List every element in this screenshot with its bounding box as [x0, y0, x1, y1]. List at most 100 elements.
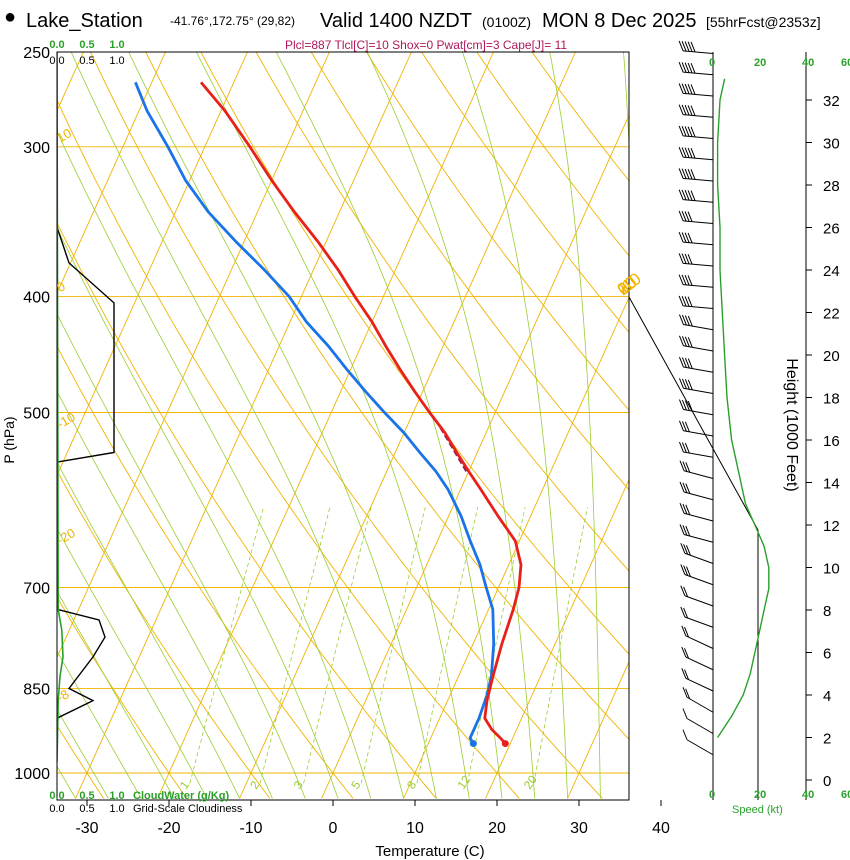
- forecast-date: MON 8 Dec 2025: [542, 10, 697, 32]
- isotherm-line: [57, 52, 330, 659]
- wind-barb-staff: [683, 241, 714, 246]
- isotherm-line: [239, 52, 576, 799]
- x-tick-label: 0: [329, 820, 338, 837]
- wind-barb-flag: [680, 543, 686, 554]
- wind-barb-flag: [681, 357, 687, 368]
- x-tick-label: -20: [157, 820, 180, 837]
- wind-barb-flag: [685, 688, 691, 699]
- moist-adiabat-line: [57, 313, 306, 799]
- wind-barb-flag: [678, 40, 684, 52]
- cloudiness-tick-top: 0.5: [79, 55, 94, 67]
- wind-barb: [678, 295, 714, 309]
- moist-adiabat-line: [57, 527, 208, 799]
- height-tick-label: 14: [823, 476, 840, 493]
- wind-barb-flag: [678, 274, 684, 285]
- wind-barb-flag: [678, 253, 684, 264]
- isotherm-line: [485, 478, 629, 799]
- speed-tick-top: 0: [709, 57, 715, 69]
- pressure-tick-label: 1000: [14, 766, 50, 783]
- wind-barb-flag: [687, 379, 693, 391]
- height-tick-label: 30: [823, 136, 840, 153]
- wind-barb-flag: [681, 295, 687, 307]
- wind-barb-flag: [684, 189, 690, 201]
- dry-adiabat-line: [57, 221, 437, 799]
- wind-barb-flag: [680, 564, 686, 575]
- mixing-ratio-line: [533, 507, 588, 784]
- wind-barb-flag: [683, 544, 689, 555]
- wind-barb-flag: [679, 481, 685, 493]
- valid-time: Valid 1400 NZDT: [320, 10, 472, 32]
- cloudwater-tick-bottom: 0.5: [79, 790, 94, 802]
- y2-axis-label: Height (1000 Feet): [783, 358, 800, 491]
- mixing-ratio-line: [303, 507, 372, 784]
- wind-barb-flag: [679, 460, 685, 471]
- wind-barb-flag: [685, 504, 691, 515]
- wind-barb-flag: [678, 104, 684, 115]
- height-tick-label: 2: [823, 731, 831, 748]
- wind-barb-flag: [681, 83, 687, 94]
- wind-barb-flag: [685, 566, 691, 577]
- wind-barb: [678, 210, 714, 224]
- wind-barb-flag: [678, 441, 684, 453]
- axis-labels: 1 2 3 5 8 12 20-100102030100-10-20-82503004005…: [1, 39, 800, 860]
- wind-barb-flag: [678, 83, 684, 94]
- moist-adiabat-line: [57, 708, 109, 799]
- wind-barb-flag: [685, 462, 691, 473]
- wind-barb: [680, 606, 714, 628]
- wind-barb-flag: [679, 524, 685, 535]
- cloudiness-tick-top: 1.0: [109, 55, 124, 67]
- pressure-tick-label: 400: [23, 289, 50, 306]
- wind-barb-flag: [680, 606, 686, 618]
- height-tick-label: 4: [823, 688, 831, 705]
- wind-barb-flag: [690, 147, 696, 159]
- cloudwater-tick-bottom: 1.0: [109, 790, 124, 802]
- isotherm-left-label: 10: [54, 125, 74, 145]
- wind-barb-flag: [678, 125, 684, 137]
- wind-barb-flag: [684, 357, 690, 369]
- isotherm-line: [75, 52, 412, 799]
- cloudwater-label: CloudWater (g/Kg): [133, 790, 229, 802]
- wind-barb-flag: [681, 232, 687, 243]
- speed-tick-top: 20: [754, 57, 766, 69]
- wind-barb: [678, 399, 714, 416]
- wind-barb-flag: [684, 379, 690, 390]
- wind-barb-flag: [679, 503, 685, 514]
- isotherm-line: [403, 296, 629, 799]
- pressure-tick-label: 850: [23, 681, 50, 698]
- wind-barb-staff: [684, 616, 714, 628]
- wind-barb: [681, 668, 714, 692]
- cloudiness-tick-bottom: 0.0: [49, 803, 64, 815]
- dry-adiabat-line: [421, 52, 629, 333]
- speed-profile-line: [716, 78, 770, 738]
- moist-adiabat-line: [57, 461, 240, 799]
- wind-barb-flag: [690, 169, 696, 180]
- wind-barb: [678, 104, 714, 118]
- dry-adiabat-line: [531, 52, 629, 182]
- utc-time: (0100Z): [482, 14, 532, 30]
- mixing-ratio-label: 20: [521, 772, 540, 791]
- wind-barb: [678, 274, 714, 288]
- sounding-series: [57, 52, 523, 763]
- wind-barb-flag: [687, 105, 693, 116]
- wind-barb-flag: [678, 356, 684, 368]
- wind-barb: [678, 231, 714, 246]
- wind-barb-flag: [687, 62, 693, 74]
- station-name: Lake_Station: [26, 10, 143, 32]
- wind-barb-staff: [683, 284, 714, 288]
- wind-barb-flag: [681, 62, 687, 73]
- sounding-params: Plcl=887 Tlcl[C]=10 Shox=0 Pwat[cm]=3 Ca…: [285, 38, 568, 52]
- wind-barb-flag: [684, 336, 690, 348]
- dry-adiabat-line: [57, 98, 520, 799]
- height-tick-label: 26: [823, 221, 840, 238]
- temperature-surface-marker: [501, 740, 509, 748]
- wind-barb-flag: [678, 146, 684, 158]
- wind-barb-flag: [681, 421, 687, 432]
- wind-barb-staff: [683, 534, 714, 543]
- height-tick-label: 32: [823, 93, 840, 110]
- moist-adiabat-line: [275, 52, 503, 799]
- mixing-ratio-label: 12: [454, 772, 473, 791]
- wind-barb: [679, 524, 714, 543]
- wind-barb-flag: [682, 461, 688, 472]
- speed-tick-bottom: 20: [754, 789, 766, 801]
- wind-barb-staff: [684, 574, 714, 586]
